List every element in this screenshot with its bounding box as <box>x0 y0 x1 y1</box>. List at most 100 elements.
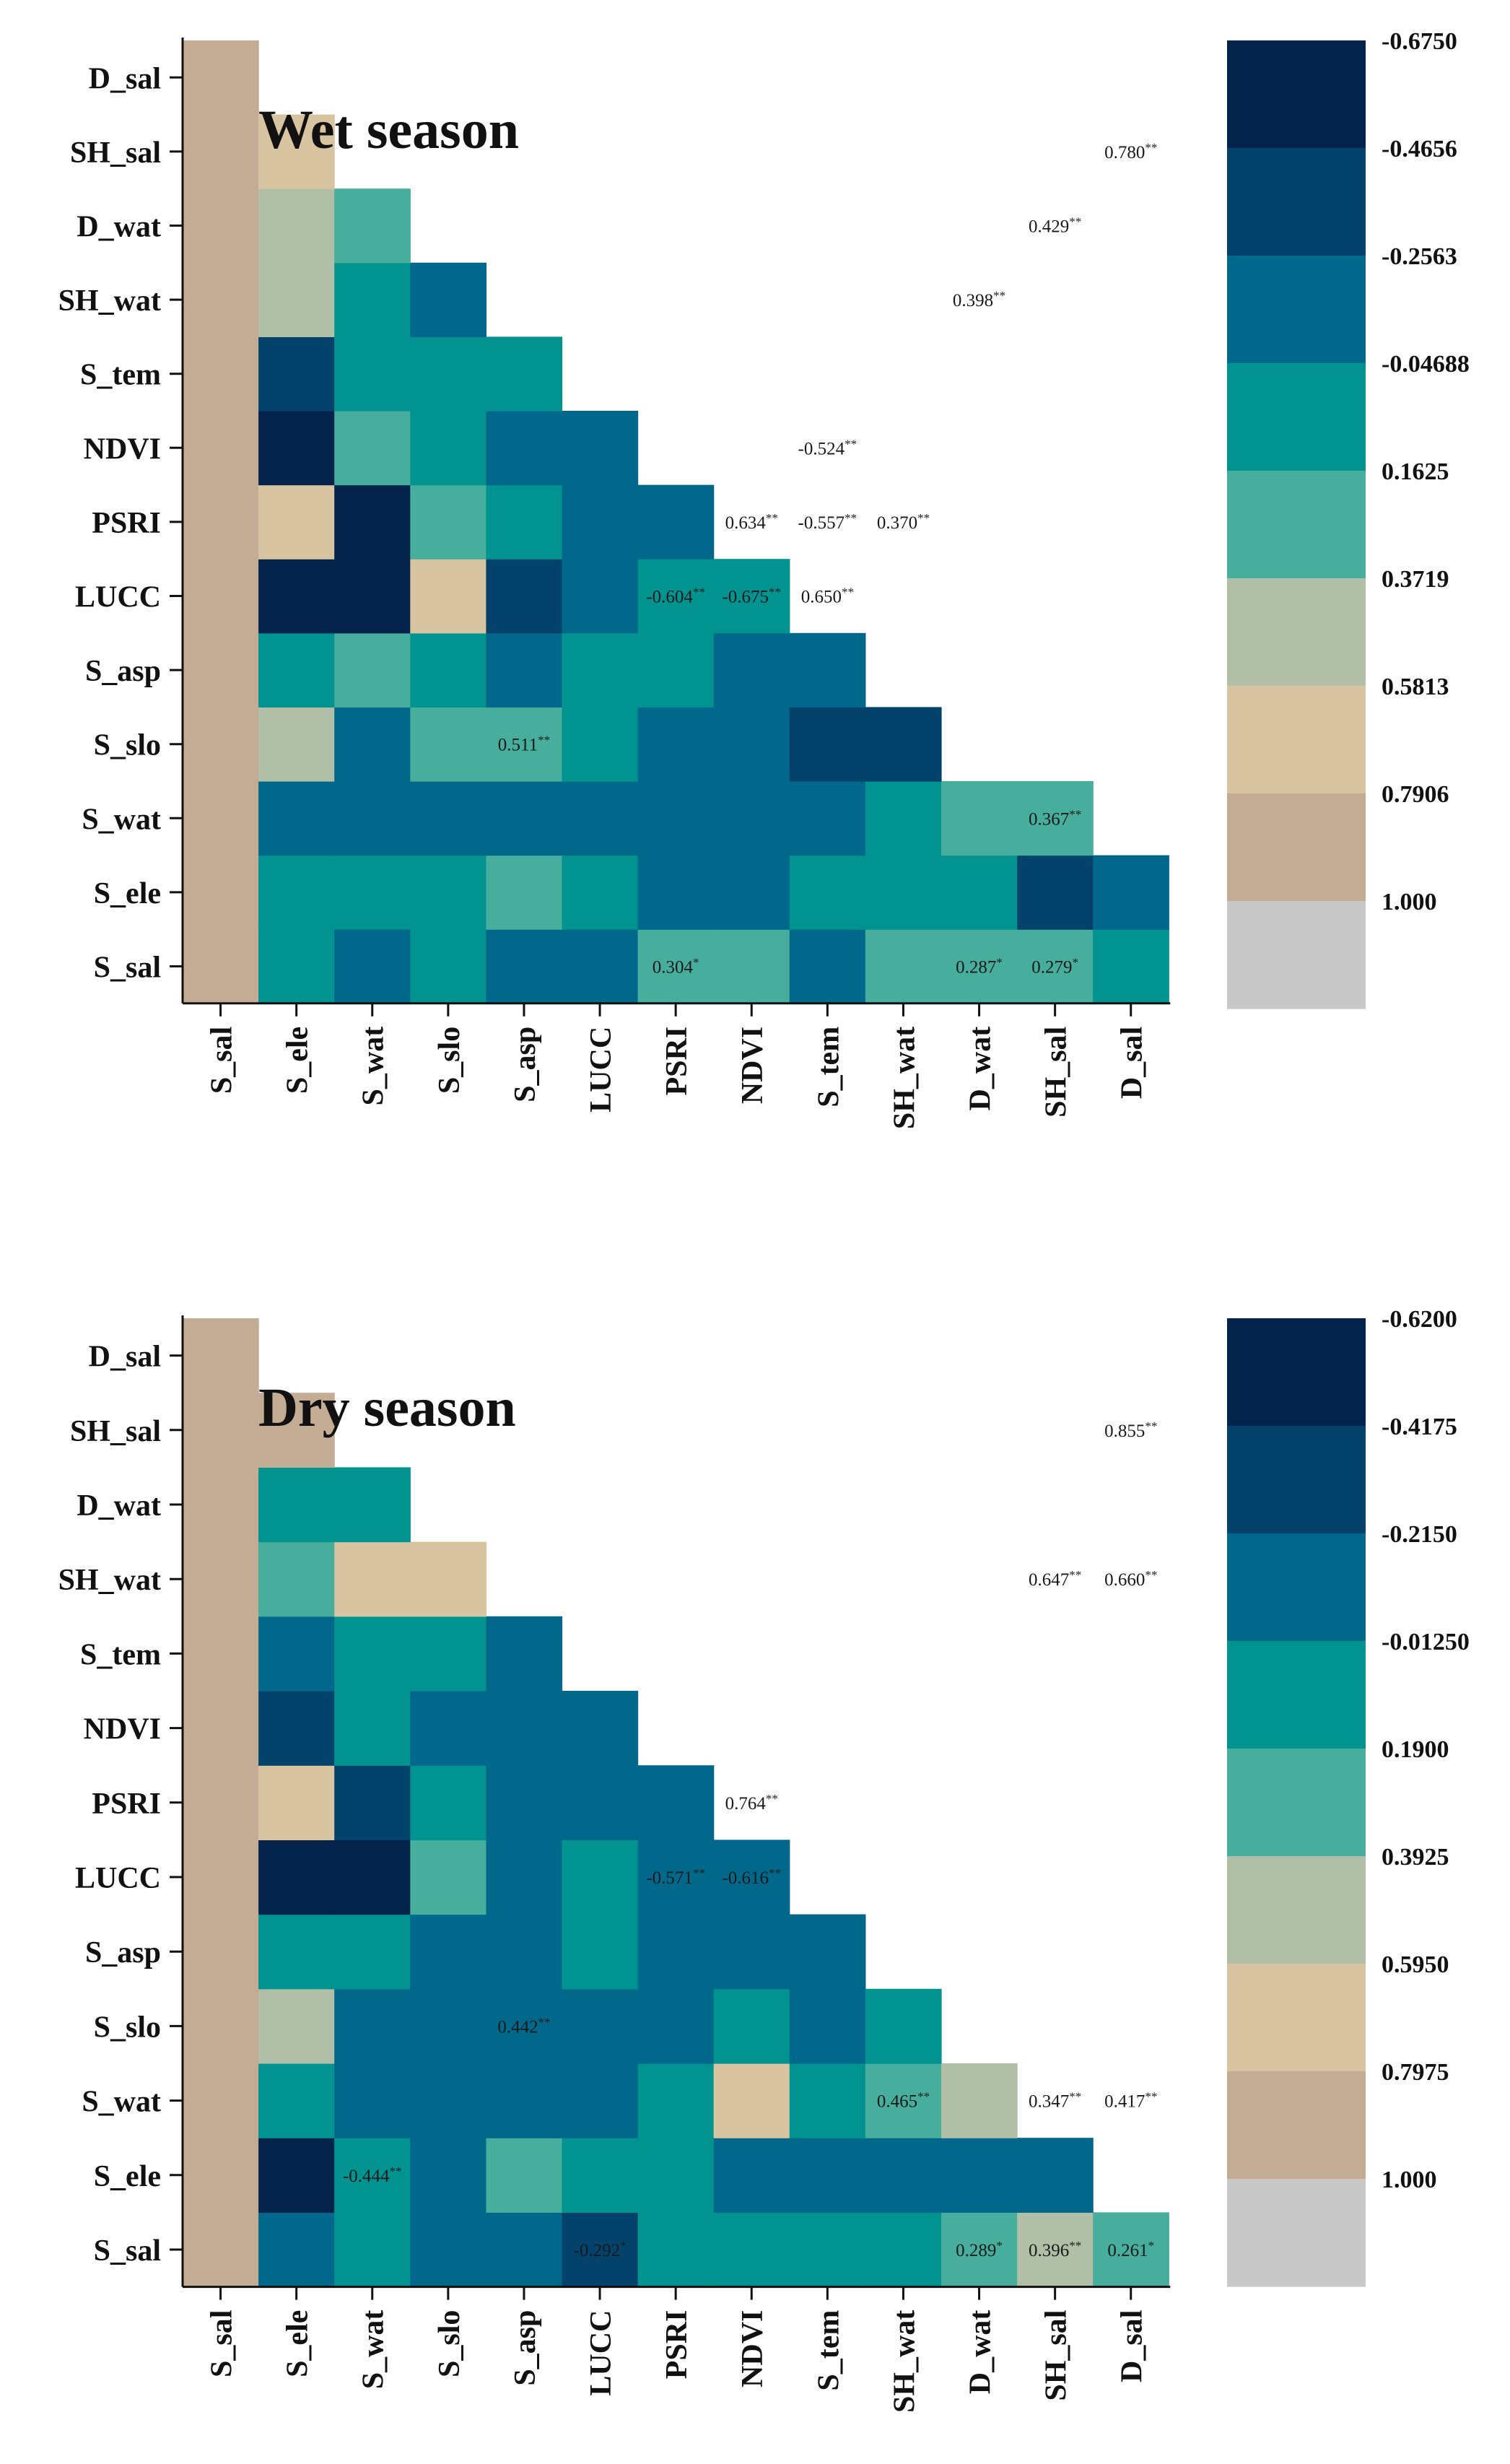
heatmap-cell-s-asp-ndvi <box>713 1914 790 1990</box>
heatmap-cell-s-sal-s-asp <box>486 2212 563 2288</box>
heatmap-cell-s-ele-ndvi <box>713 855 790 930</box>
heatmap-cell-s-wat-sh-sal <box>1017 781 1094 856</box>
heatmap-cell-s-asp-s-ele <box>258 632 335 708</box>
heatmap-cell-s-sal-d-sal <box>1093 2212 1169 2288</box>
colorbar-segment <box>1227 1426 1366 1534</box>
heatmap-cell-s-wat-s-asp <box>486 2063 563 2138</box>
heatmap-cell-sh-wat-s-sal <box>183 262 259 337</box>
heatmap-cell-ndvi-s-asp <box>486 1691 563 1766</box>
colorbar-segment <box>1227 2071 1366 2180</box>
heatmap-cell-s-sal-psri <box>637 929 715 1004</box>
heatmap-cell-lucc-lucc <box>562 1840 639 1915</box>
heatmap-cell-lucc-s-asp <box>486 1840 563 1915</box>
colorbar-segment <box>1227 363 1366 471</box>
heatmap-cell-s-wat-psri <box>637 2063 715 2138</box>
heatmap-cell-sh-wat-s-wat <box>334 262 411 337</box>
heatmap-cell-s-sal-sh-sal <box>1017 929 1094 1004</box>
heatmap-cell-s-wat-sh-wat <box>865 2063 942 2138</box>
heatmap-cell-s-asp-psri <box>637 632 715 708</box>
heatmap-cell-sh-sal-s-ele <box>258 1393 335 1468</box>
y-tick-label-s-slo: S_slo <box>94 2011 161 2044</box>
annotation-lucc-s-tem: 0.650** <box>801 585 854 607</box>
heatmap-cell-lucc-s-slo <box>410 559 486 634</box>
y-tick-label-d-sal: D_sal <box>89 1341 161 1374</box>
x-tick-label-s-ele: S_ele <box>282 2310 315 2377</box>
annotation-psri-sh-wat: 0.370** <box>877 511 930 533</box>
heatmap-cell-s-ele-psri <box>637 855 715 930</box>
heatmap-cell-sh-sal-s-sal <box>183 114 259 189</box>
annotation-s-ele-s-wat: -0.444** <box>343 2164 402 2186</box>
annotation-s-slo-s-asp: 0.511** <box>498 733 550 755</box>
heatmap-cell-s-sal-s-wat <box>334 2212 411 2288</box>
heatmap-cell-s-wat-psri <box>637 781 715 856</box>
heatmap-cell-sh-wat-s-slo <box>410 262 486 337</box>
heatmap-cell-psri-s-asp <box>486 484 563 560</box>
heatmap-cell-s-tem-s-sal <box>183 1616 259 1692</box>
colorbar-label-1: -0.4175 <box>1382 1414 1457 1440</box>
colorbar-segment <box>1227 901 1366 1009</box>
heatmap-cell-s-sal-s-sal <box>183 929 259 1004</box>
colorbar-label-6: 0.5813 <box>1382 674 1449 700</box>
x-tick-label-s-sal: S_sal <box>206 2310 239 2377</box>
heatmap-cell-s-wat-lucc <box>562 781 639 856</box>
heatmap-cell-s-ele-lucc <box>562 855 639 930</box>
x-tick-label-sh-wat: SH_wat <box>888 2310 921 2413</box>
heatmap-cell-lucc-s-ele <box>258 559 335 634</box>
heatmap-cell-s-ele-psri <box>637 2138 715 2213</box>
annotation-lucc-psri: -0.571** <box>646 1866 705 1888</box>
heatmap-cell-d-wat-s-ele <box>258 188 335 264</box>
heatmap-cell-ndvi-s-wat <box>334 1691 411 1766</box>
heatmap-cell-s-ele-d-wat <box>941 855 1018 930</box>
heatmap-cell-s-ele-s-ele <box>258 2138 335 2213</box>
y-tick-label-d-wat: D_wat <box>77 211 161 244</box>
x-tick-label-lucc: LUCC <box>585 2310 618 2396</box>
colorbar-segment <box>1227 471 1366 579</box>
heatmap-cell-s-wat-s-ele <box>258 781 335 856</box>
heatmap-cell-psri-psri <box>637 1765 715 1840</box>
colorbar-label-6: 0.5950 <box>1382 1951 1449 1978</box>
y-tick-label-sh-sal: SH_sal <box>70 136 161 170</box>
heatmap-cell-s-tem-s-ele <box>258 1616 335 1692</box>
y-tick-label-psri: PSRI <box>92 1788 161 1821</box>
heatmap-cell-d-wat-s-ele <box>258 1467 335 1543</box>
heatmap-cell-d-wat-s-wat <box>334 1467 411 1543</box>
heatmap-cell-s-slo-s-slo <box>410 707 486 782</box>
heatmap-cell-sh-wat-s-slo <box>410 1541 486 1617</box>
y-tick-label-ndvi: NDVI <box>84 432 161 466</box>
heatmap-cell-s-wat-s-tem <box>789 781 866 856</box>
heatmap-cell-s-asp-s-asp <box>486 1914 563 1990</box>
heatmap-cell-s-wat-lucc <box>562 2063 639 2138</box>
annotation-lucc-ndvi: -0.675** <box>722 585 781 607</box>
heatmap-cell-psri-s-slo <box>410 484 486 560</box>
heatmap-cell-s-sal-d-wat <box>941 2212 1018 2288</box>
heatmap-cell-s-sal-s-tem <box>789 2212 866 2288</box>
heatmap-cell-lucc-psri <box>637 559 715 634</box>
annotation-s-sal-d-wat: 0.289* <box>956 2239 1003 2260</box>
annotation-sh-sal-d-sal: 0.855** <box>1104 1419 1157 1441</box>
heatmap-cell-s-tem-s-asp <box>486 336 563 412</box>
heatmap-cell-s-wat-ndvi <box>713 781 790 856</box>
heatmap-cell-s-slo-s-asp <box>486 1988 563 2064</box>
heatmap-cell-ndvi-lucc <box>562 411 639 486</box>
heatmap-cell-d-sal-s-sal <box>183 1318 259 1393</box>
heatmap-cell-s-slo-s-tem <box>789 1988 866 2064</box>
heatmap-cell-s-ele-s-asp <box>486 855 563 930</box>
annotation-lucc-psri: -0.604** <box>646 585 705 607</box>
annotation-s-wat-sh-sal: 0.367** <box>1029 807 1081 829</box>
colorbar-label-7: 0.7975 <box>1382 2059 1449 2086</box>
y-tick-label-s-slo: S_slo <box>94 729 161 762</box>
heatmap-cell-sh-wat-s-sal <box>183 1541 259 1617</box>
heatmap-cell-s-wat-s-wat <box>334 781 411 856</box>
heatmap-cell-s-tem-s-slo <box>410 336 486 412</box>
heatmap-cell-s-tem-s-wat <box>334 336 411 412</box>
heatmap-cell-s-sal-s-asp <box>486 929 563 1004</box>
annotation-psri-ndvi: 0.634** <box>725 511 778 533</box>
heatmap-cell-s-asp-s-sal <box>183 1914 259 1990</box>
heatmap-cell-s-slo-sh-wat <box>865 707 942 782</box>
colorbar-label-1: -0.4656 <box>1382 136 1457 162</box>
x-tick-label-s-wat: S_wat <box>357 2310 390 2390</box>
heatmap-cell-lucc-s-wat <box>334 1840 411 1915</box>
heatmap-cell-s-sal-ndvi <box>713 929 790 1004</box>
heatmap-cell-s-slo-psri <box>637 707 715 782</box>
